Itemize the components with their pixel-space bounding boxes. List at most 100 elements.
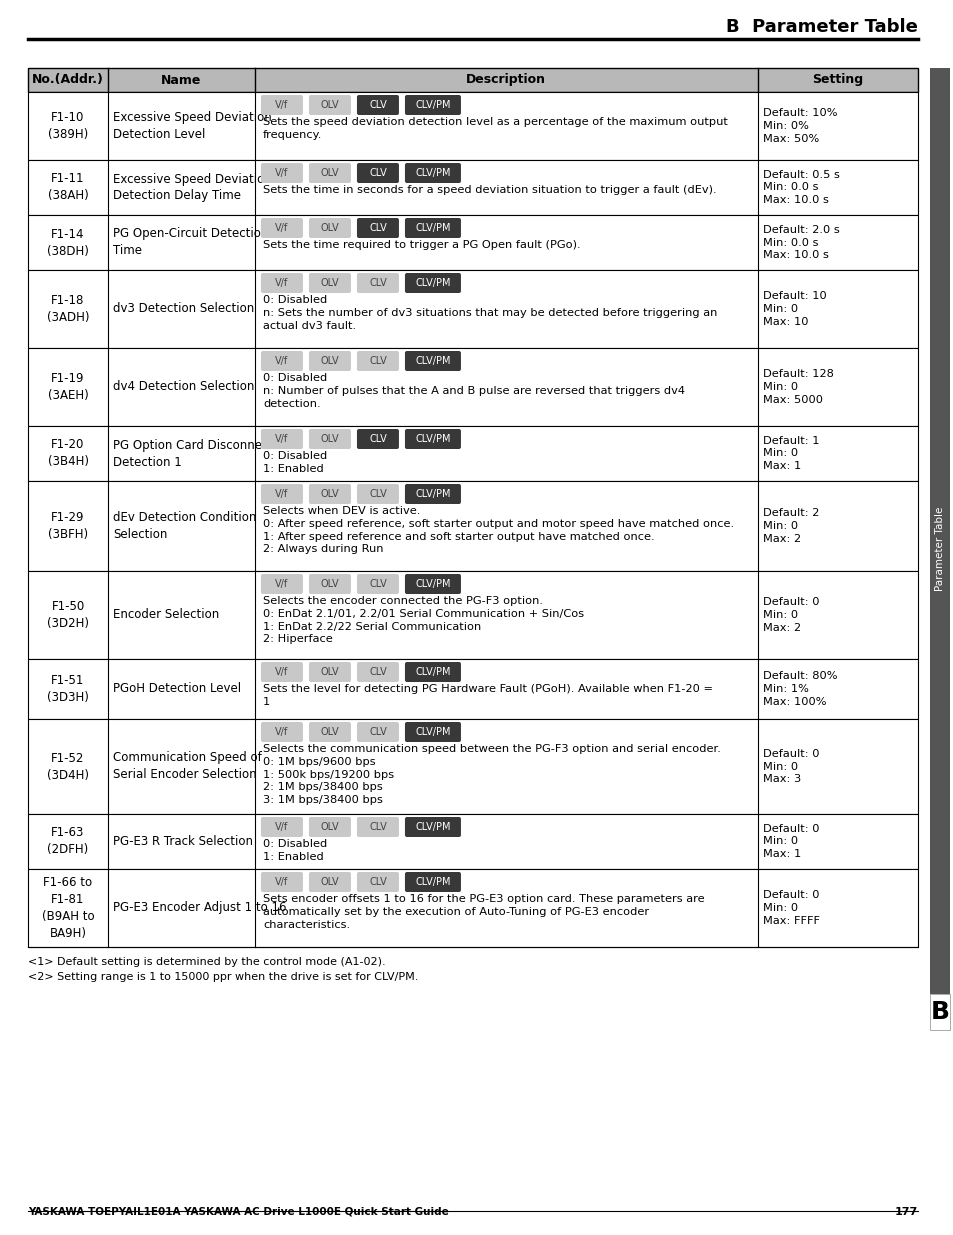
Text: CLV/PM: CLV/PM [415,433,450,445]
Text: CLV/PM: CLV/PM [415,877,450,887]
Text: OLV: OLV [320,224,339,233]
FancyBboxPatch shape [404,574,460,594]
Text: OLV: OLV [320,727,339,737]
Text: B: B [929,1000,948,1024]
Text: OLV: OLV [320,278,339,288]
Bar [28,161,917,215]
Text: PG-E3 Encoder Adjust 1 to 16: PG-E3 Encoder Adjust 1 to 16 [113,902,286,914]
Text: CLV: CLV [369,823,386,832]
Text: CLV/PM: CLV/PM [415,727,450,737]
FancyBboxPatch shape [404,273,460,293]
Text: Default: 0.5 s
Min: 0.0 s
Max: 10.0 s: Default: 0.5 s Min: 0.0 s Max: 10.0 s [762,169,839,205]
FancyBboxPatch shape [261,219,303,238]
Text: F1-20
(3B4H): F1-20 (3B4H) [48,438,89,468]
Text: CLV/PM: CLV/PM [415,168,450,178]
FancyBboxPatch shape [356,163,398,183]
Text: F1-51
(3D3H): F1-51 (3D3H) [47,674,89,704]
Text: V/f: V/f [275,100,288,110]
Text: V/f: V/f [275,433,288,445]
Text: CLV: CLV [369,224,386,233]
Text: F1-50
(3D2H): F1-50 (3D2H) [47,600,89,630]
Text: dv4 Detection Selection: dv4 Detection Selection [113,380,254,394]
FancyBboxPatch shape [309,351,351,370]
Bar [28,68,917,91]
Text: F1-52
(3D4H): F1-52 (3D4H) [47,752,89,782]
Bar [28,719,917,814]
Text: 0: Disabled
1: Enabled: 0: Disabled 1: Enabled [263,839,327,862]
Bar [28,215,917,270]
Text: Default: 1
Min: 0
Max: 1: Default: 1 Min: 0 Max: 1 [762,436,819,472]
FancyBboxPatch shape [309,429,351,450]
Text: <2> Setting range is 1 to 15000 ppr when the drive is set for CLV/PM.: <2> Setting range is 1 to 15000 ppr when… [28,972,418,982]
Text: CLV/PM: CLV/PM [415,224,450,233]
FancyBboxPatch shape [404,163,460,183]
Text: Sets the time required to trigger a PG Open fault (PGo).: Sets the time required to trigger a PG O… [263,240,580,249]
FancyBboxPatch shape [261,484,303,504]
Text: OLV: OLV [320,489,339,499]
FancyBboxPatch shape [404,95,460,115]
FancyBboxPatch shape [404,484,460,504]
FancyBboxPatch shape [404,662,460,682]
Text: Parameter Table: Parameter Table [934,506,944,592]
Text: CLV: CLV [369,433,386,445]
FancyBboxPatch shape [261,818,303,837]
Text: CLV: CLV [369,278,386,288]
Text: Default: 80%
Min: 1%
Max: 100%: Default: 80% Min: 1% Max: 100% [762,671,837,706]
Text: No.(Addr.): No.(Addr.) [32,74,104,86]
Text: Setting: Setting [812,74,862,86]
FancyBboxPatch shape [309,722,351,742]
Text: CLV/PM: CLV/PM [415,100,450,110]
Text: V/f: V/f [275,224,288,233]
FancyBboxPatch shape [356,219,398,238]
Text: <1> Default setting is determined by the control mode (A1-02).: <1> Default setting is determined by the… [28,957,385,967]
Text: CLV: CLV [369,579,386,589]
Text: F1-11
(38AH): F1-11 (38AH) [48,173,89,203]
FancyBboxPatch shape [261,429,303,450]
Text: B  Parameter Table: B Parameter Table [725,19,917,36]
Text: OLV: OLV [320,667,339,677]
FancyBboxPatch shape [261,163,303,183]
Text: V/f: V/f [275,877,288,887]
FancyBboxPatch shape [356,95,398,115]
Text: V/f: V/f [275,278,288,288]
Text: Encoder Selection: Encoder Selection [113,609,219,621]
Text: F1-63
(2DFH): F1-63 (2DFH) [48,826,89,857]
FancyBboxPatch shape [309,872,351,892]
FancyBboxPatch shape [309,662,351,682]
FancyBboxPatch shape [404,219,460,238]
FancyBboxPatch shape [356,662,398,682]
FancyBboxPatch shape [404,872,460,892]
FancyBboxPatch shape [309,574,351,594]
Text: F1-18
(3ADH): F1-18 (3ADH) [47,294,90,324]
Text: CLV: CLV [369,100,386,110]
FancyBboxPatch shape [404,818,460,837]
Text: OLV: OLV [320,433,339,445]
Bar [28,814,917,869]
Text: V/f: V/f [275,489,288,499]
Bar [28,571,917,659]
Text: OLV: OLV [320,877,339,887]
Bar [28,480,917,571]
Text: Name: Name [161,74,201,86]
Text: Selects the communication speed between the PG-F3 option and serial encoder.
0: : Selects the communication speed between … [263,743,720,805]
Text: YASKAWA TOEPYAIL1E01A YASKAWA AC Drive L1000E Quick Start Guide: YASKAWA TOEPYAIL1E01A YASKAWA AC Drive L… [28,1207,448,1216]
Text: Sets the level for detecting PG Hardware Fault (PGoH). Available when F1-20 =
1: Sets the level for detecting PG Hardware… [263,684,712,706]
Text: F1-10
(389H): F1-10 (389H) [48,111,88,141]
Bar [28,426,917,480]
Text: 0: Disabled
n: Number of pulses that the A and B pulse are reversed that trigger: 0: Disabled n: Number of pulses that the… [263,373,684,409]
Text: Communication Speed of
Serial Encoder Selection: Communication Speed of Serial Encoder Se… [113,752,261,782]
Text: dEv Detection Condition
Selection: dEv Detection Condition Selection [113,511,256,541]
Text: Default: 2
Min: 0
Max: 2: Default: 2 Min: 0 Max: 2 [762,508,819,543]
FancyBboxPatch shape [309,163,351,183]
FancyBboxPatch shape [356,818,398,837]
Bar [929,994,949,1030]
Text: V/f: V/f [275,823,288,832]
FancyBboxPatch shape [404,722,460,742]
Text: PG Open-Circuit Detection
Time: PG Open-Circuit Detection Time [113,227,268,258]
FancyBboxPatch shape [356,722,398,742]
Bar [28,869,917,947]
FancyBboxPatch shape [356,429,398,450]
Text: PGoH Detection Level: PGoH Detection Level [113,683,241,695]
Text: CLV/PM: CLV/PM [415,579,450,589]
Text: PG-E3 R Track Selection: PG-E3 R Track Selection [113,835,253,848]
